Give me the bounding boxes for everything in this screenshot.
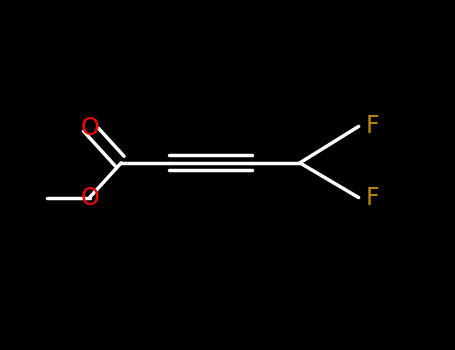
Text: O: O (80, 186, 99, 210)
Text: F: F (365, 186, 379, 210)
Text: F: F (365, 114, 379, 138)
Text: O: O (80, 116, 99, 140)
